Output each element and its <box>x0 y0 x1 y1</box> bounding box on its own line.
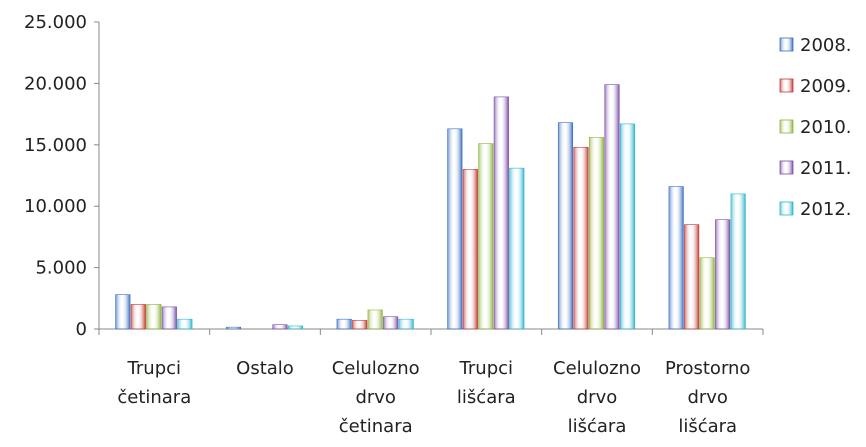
bar-2010-0 <box>146 304 162 330</box>
x-tick-label: lišćara <box>568 416 627 437</box>
bar-2012-0 <box>177 318 193 330</box>
legend-swatch-2010 <box>779 119 794 134</box>
bar-2010-2 <box>367 309 383 330</box>
x-tick-label: Celulozno <box>553 358 641 379</box>
bar-2009-0 <box>130 304 146 330</box>
x-tick-label: Prostorno <box>665 358 751 379</box>
x-tick-label: Ostalo <box>236 358 294 379</box>
bar-2012-2 <box>398 318 414 330</box>
y-tick-label: 25.000 <box>24 12 87 33</box>
bar-2012-3 <box>509 167 525 330</box>
legend-label: 2012. <box>800 199 852 220</box>
bars <box>115 84 746 330</box>
x-tick-label: lišćara <box>457 387 516 408</box>
bar-2010-5 <box>699 257 715 330</box>
y-tick-label: 0 <box>76 319 87 340</box>
x-tick-label: četinara <box>117 387 191 408</box>
bar-2009-2 <box>352 320 368 330</box>
x-axis-labels: Trupci četinara Ostalo Celulozno drvo četinar… <box>117 358 750 437</box>
y-tick-label: 10.000 <box>24 196 87 217</box>
x-tick-label: drvo <box>687 387 728 408</box>
bar-2011-1 <box>272 324 288 330</box>
y-tick-label: 15.000 <box>24 135 87 156</box>
bar-2009-4 <box>573 146 589 330</box>
x-tick-label: lišćara <box>678 416 737 437</box>
x-tick-label: drvo <box>355 387 396 408</box>
legend-swatch-2009 <box>779 78 794 93</box>
axes: 0 5.000 10.000 15.000 20.000 25.000 <box>24 12 764 340</box>
bar-2011-4 <box>604 84 620 330</box>
y-tick-label: 5.000 <box>35 258 87 279</box>
x-tick-label: Trupci <box>127 358 181 379</box>
x-tick-label: Celulozno <box>332 358 420 379</box>
bar-2008-5 <box>668 186 684 330</box>
legend-swatch-2011 <box>779 160 794 175</box>
bar-2009-5 <box>684 224 700 330</box>
legend-label: 2011. <box>800 158 852 179</box>
bar-2008-3 <box>447 128 463 330</box>
bar-2010-3 <box>478 143 494 330</box>
bar-2012-4 <box>619 123 636 330</box>
bar-2012-5 <box>730 193 746 330</box>
bar-2008-1 <box>225 326 242 330</box>
legend-label: 2008. <box>800 35 852 56</box>
bar-2008-4 <box>557 122 574 330</box>
legend: 2008. 2009. 2010. 2011. 2012. <box>779 35 852 220</box>
bar-2009-3 <box>462 169 478 330</box>
bar-2011-0 <box>161 306 177 330</box>
legend-swatch-2008 <box>779 37 794 52</box>
x-tick-label: drvo <box>577 387 618 408</box>
bar-2011-2 <box>383 316 399 330</box>
legend-swatch-2012 <box>779 201 794 216</box>
x-tick-label: Trupci <box>459 358 513 379</box>
x-tick-label: četinara <box>339 416 413 437</box>
bar-2012-1 <box>287 325 304 330</box>
bar-2011-3 <box>493 96 509 330</box>
bar-2010-4 <box>588 137 605 330</box>
legend-label: 2009. <box>800 76 852 97</box>
y-tick-label: 20.000 <box>24 73 87 94</box>
bar-2011-5 <box>715 219 731 330</box>
bar-2008-2 <box>336 318 352 330</box>
bar-2008-0 <box>115 294 131 330</box>
legend-label: 2010. <box>800 117 852 138</box>
